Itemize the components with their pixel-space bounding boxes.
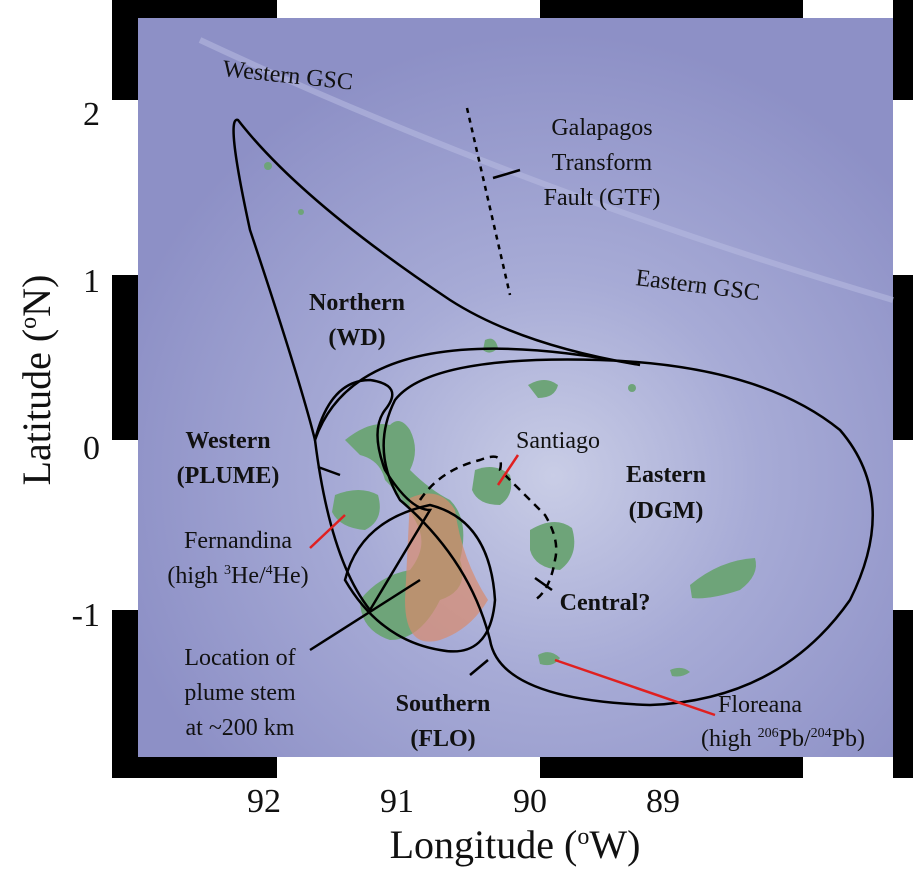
label: Fernandina: [184, 528, 292, 554]
superscript: 204: [811, 726, 832, 741]
y-tick-label: 0: [83, 430, 100, 467]
y-axis-title: Latitude (oN): [14, 275, 59, 486]
text-part: Latitude (: [14, 329, 59, 486]
superscript: o: [577, 824, 589, 850]
text-part: N): [14, 275, 59, 317]
leaders: [309, 168, 716, 717]
northern-outline: [232, 118, 641, 445]
plume-stem-area: [405, 493, 488, 642]
x-tick-label: 90: [513, 783, 547, 820]
y-tick-label: 1: [83, 263, 100, 300]
label: (FLO): [410, 726, 475, 752]
ridge: [198, 37, 894, 303]
text-part: Longitude (: [390, 822, 578, 867]
text-part: (high: [167, 563, 224, 589]
superscript: 4: [266, 563, 273, 578]
text-part: W): [589, 822, 640, 867]
x-tick-label: 92: [247, 783, 281, 820]
frame-scale: [112, 0, 913, 778]
label: (high 3He/4He): [167, 563, 308, 589]
text-part: (high: [701, 726, 758, 752]
label: Central?: [560, 590, 651, 616]
central-outline: [418, 455, 558, 602]
text-part: Pb/: [779, 726, 811, 752]
label: (WD): [328, 325, 385, 351]
label: Transform: [552, 150, 653, 176]
labels: Western GSC Eastern GSC Galapagos Transf…: [167, 56, 865, 752]
label: Fault (GTF): [544, 185, 661, 211]
label: Santiago: [516, 428, 600, 454]
label: (DGM): [629, 498, 704, 524]
x-tick-label: 91: [380, 783, 414, 820]
text-part: He): [273, 563, 309, 589]
southern-outline: [343, 503, 497, 653]
text-part: He/: [231, 563, 266, 589]
label: Northern: [309, 290, 405, 316]
y-tick-label: 2: [83, 96, 100, 133]
label: Floreana: [718, 692, 802, 718]
label: Southern: [396, 691, 491, 717]
sea: [138, 18, 893, 757]
superscript: o: [16, 317, 42, 329]
label: plume stem: [184, 680, 296, 706]
label: Location of: [184, 645, 295, 671]
text-part: Pb): [832, 726, 865, 752]
label: Eastern: [626, 462, 706, 488]
eastern-outline: [382, 358, 874, 707]
superscript: 206: [758, 726, 779, 741]
western-outline: [313, 378, 433, 613]
gtf-line: [465, 107, 512, 296]
superscript: 3: [224, 563, 231, 578]
x-axis-title: Longitude (oW): [390, 822, 641, 867]
label: (PLUME): [177, 463, 280, 489]
label: at ~200 km: [186, 715, 295, 741]
y-tick-label: -1: [72, 597, 100, 634]
label: Galapagos: [551, 115, 652, 141]
x-tick-label: 89: [646, 783, 680, 820]
label: (high 206Pb/204Pb): [701, 726, 865, 752]
label: Western: [185, 428, 270, 454]
